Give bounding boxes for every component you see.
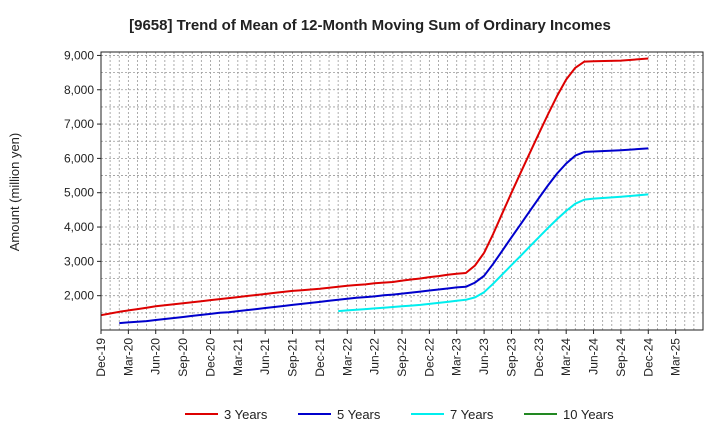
x-tick-label: Sep-20 [176, 338, 190, 377]
y-tick-label: 7,000 [64, 117, 94, 131]
y-tick-label: 5,000 [64, 186, 94, 200]
x-tick-label: Mar-21 [231, 338, 245, 376]
x-tick-label: Jun-21 [258, 338, 272, 375]
x-tick-label: Jun-23 [477, 338, 491, 375]
y-tick-label: 3,000 [64, 254, 94, 268]
legend-label-5-years: 5 Years [337, 407, 381, 422]
x-tick-label: Dec-19 [94, 338, 108, 377]
x-tick-label: Dec-23 [532, 338, 546, 377]
legend-label-10-years: 10 Years [563, 407, 614, 422]
x-tick-label: Jun-20 [149, 338, 163, 375]
x-tick-label: Mar-23 [450, 338, 464, 376]
x-tick-label: Mar-20 [121, 338, 135, 376]
y-tick-label: 6,000 [64, 151, 94, 165]
y-tick-label: 8,000 [64, 83, 94, 97]
x-tick-label: Dec-20 [203, 338, 217, 377]
x-tick-label: Sep-22 [395, 338, 409, 377]
grid [101, 52, 703, 330]
x-tick-label: Mar-22 [340, 338, 354, 376]
x-tick-label: Jun-22 [368, 338, 382, 375]
x-tick-label: Mar-24 [559, 338, 573, 376]
y-tick-label: 2,000 [64, 289, 94, 303]
x-tick-label: Sep-24 [614, 338, 628, 377]
y-tick-label: 9,000 [64, 48, 94, 62]
y-tick-label: 4,000 [64, 220, 94, 234]
y-ticks: 2,000 3,000 4,000 5,000 6,000 7,000 8,000 9,000 [64, 48, 101, 303]
y-axis-label: Amount (million yen) [7, 133, 22, 252]
x-tick-label: Dec-21 [313, 338, 327, 377]
legend: 3 Years 5 Years 7 Years 10 Years [185, 407, 614, 422]
legend-label-7-years: 7 Years [450, 407, 494, 422]
series-line-3-years [100, 57, 649, 317]
x-tick-label: Sep-21 [286, 338, 300, 377]
x-tick-label: Dec-22 [422, 338, 436, 377]
series-layer [100, 57, 649, 325]
x-tick-label: Jun-24 [587, 338, 601, 375]
x-tick-label: Dec-24 [641, 338, 655, 377]
x-tick-label: Mar-25 [669, 338, 683, 376]
x-tick-label: Sep-23 [504, 338, 518, 377]
series-line-7-years [338, 193, 649, 313]
x-ticks: Dec-19 Mar-20 Jun-20 Sep-20 Dec-20 Mar-21 Jun-… [94, 330, 683, 377]
chart-title: [9658] Trend of Mean of 12-Month Moving … [129, 17, 611, 34]
legend-label-3-years: 3 Years [224, 407, 268, 422]
series-line-5-years [119, 147, 649, 325]
